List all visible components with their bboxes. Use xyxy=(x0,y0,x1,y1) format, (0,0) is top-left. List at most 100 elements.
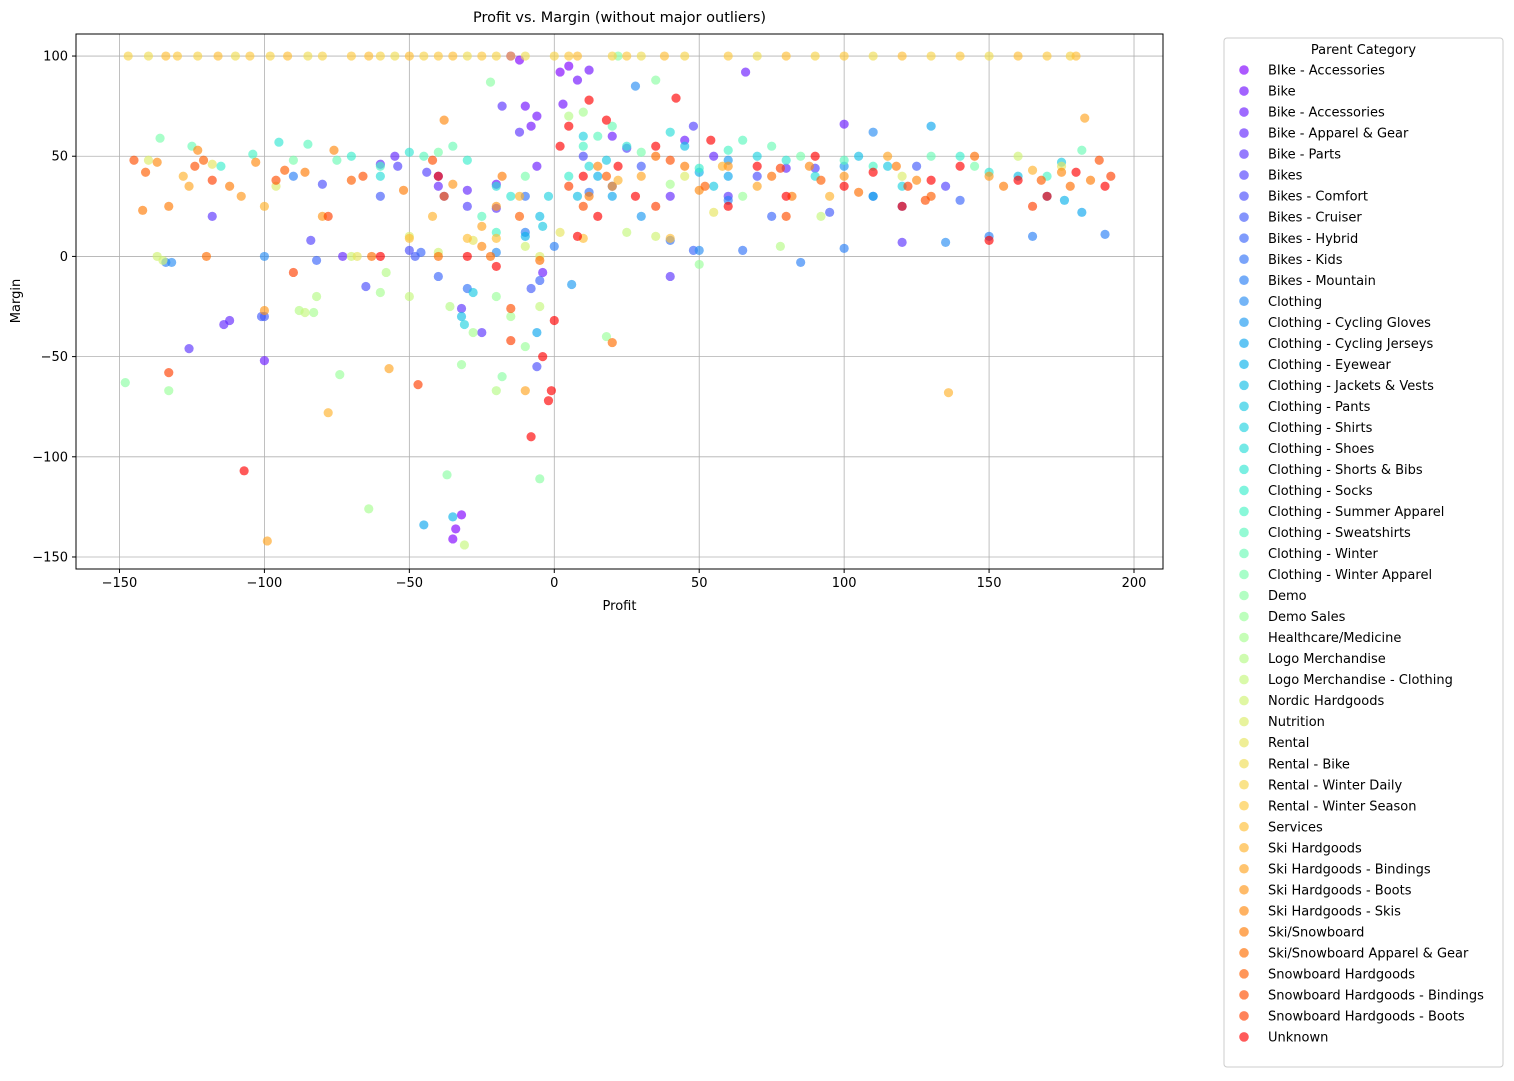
data-point xyxy=(375,161,385,171)
legend-label: Rental - Winter Season xyxy=(1268,799,1417,814)
legend-label: Clothing - Cycling Jerseys xyxy=(1268,337,1433,352)
data-point xyxy=(706,135,716,145)
legend-label: Clothing - Shoes xyxy=(1268,442,1374,457)
legend-marker xyxy=(1239,275,1249,286)
data-point xyxy=(926,121,936,131)
data-point xyxy=(225,181,235,191)
legend-label: Bikes - Comfort xyxy=(1268,190,1368,205)
legend-label: Bikes - Cruiser xyxy=(1268,211,1362,226)
y-axis-ticks: −150 −100 −50 0 50 100 xyxy=(32,50,76,565)
data-point xyxy=(317,179,327,189)
data-point xyxy=(520,241,530,251)
legend-label: Clothing - Winter xyxy=(1268,547,1379,562)
data-point xyxy=(538,352,548,362)
data-point xyxy=(578,141,588,151)
data-point xyxy=(984,235,994,245)
data-point xyxy=(680,51,690,61)
data-point xyxy=(969,151,980,161)
x-tick-label: 0 xyxy=(550,576,558,591)
data-point xyxy=(358,171,368,181)
legend-marker xyxy=(1239,296,1249,307)
data-point xyxy=(364,51,374,61)
data-point xyxy=(520,51,530,61)
data-point xyxy=(868,167,878,177)
data-point xyxy=(462,51,472,61)
data-point xyxy=(738,245,748,256)
data-point xyxy=(1065,181,1075,191)
data-point xyxy=(323,408,333,418)
data-point xyxy=(752,161,762,171)
legend-marker xyxy=(1239,695,1249,706)
data-point xyxy=(593,131,603,141)
data-point xyxy=(491,386,501,396)
data-point xyxy=(564,61,574,71)
legend-label: Rental xyxy=(1268,736,1309,751)
data-point xyxy=(665,233,675,243)
data-point xyxy=(155,133,165,143)
legend-marker xyxy=(1239,464,1249,475)
data-point xyxy=(868,191,878,201)
data-point xyxy=(459,540,470,550)
data-point xyxy=(955,151,965,161)
data-point xyxy=(723,51,733,61)
data-point xyxy=(767,171,777,181)
data-point xyxy=(448,179,458,189)
data-point xyxy=(891,161,901,171)
data-point xyxy=(926,51,936,61)
data-point xyxy=(419,51,429,61)
data-point xyxy=(462,251,472,262)
data-point xyxy=(601,331,612,342)
data-point xyxy=(651,75,661,85)
data-point xyxy=(775,241,785,251)
data-point xyxy=(404,291,414,302)
data-point xyxy=(738,135,748,145)
data-point xyxy=(584,191,594,201)
data-point xyxy=(456,360,467,370)
data-point xyxy=(738,191,748,201)
data-point xyxy=(665,127,675,137)
data-point xyxy=(1100,181,1110,191)
data-point xyxy=(709,207,719,217)
data-point xyxy=(404,51,414,61)
legend-marker xyxy=(1239,653,1249,664)
legend-marker xyxy=(1239,485,1249,496)
data-point xyxy=(404,233,414,243)
data-point xyxy=(442,470,452,480)
data-point xyxy=(549,315,559,326)
data-point xyxy=(361,281,371,292)
data-point xyxy=(300,167,310,177)
data-point xyxy=(543,396,554,406)
data-point xyxy=(572,51,583,61)
data-point xyxy=(259,251,270,262)
data-point xyxy=(271,175,281,185)
data-point xyxy=(920,195,930,205)
data-point xyxy=(578,151,588,161)
data-point xyxy=(520,171,530,181)
data-point xyxy=(462,185,472,195)
data-point xyxy=(462,201,472,211)
data-point xyxy=(338,251,348,262)
data-point xyxy=(491,51,501,61)
legend-marker xyxy=(1239,527,1249,538)
legend-marker xyxy=(1239,338,1249,349)
data-point xyxy=(280,165,290,175)
data-point xyxy=(943,388,954,398)
data-point xyxy=(506,303,516,314)
data-point xyxy=(535,474,545,484)
data-point xyxy=(384,364,394,374)
data-point xyxy=(825,191,835,201)
x-tick-label: −50 xyxy=(396,576,423,591)
data-point xyxy=(364,504,374,514)
data-point xyxy=(897,237,907,247)
data-point xyxy=(288,155,298,165)
data-point xyxy=(448,141,458,151)
y-tick-label: −100 xyxy=(32,450,68,465)
x-axis-ticks: −150 −100 −50 0 50 100 150 200 xyxy=(102,569,1146,591)
legend-label: Bike - Accessories xyxy=(1268,106,1385,121)
data-point xyxy=(555,141,565,151)
data-point xyxy=(172,51,183,61)
data-point xyxy=(520,231,530,241)
data-point xyxy=(532,327,542,338)
legend-label: Logo Merchandise xyxy=(1268,652,1386,667)
